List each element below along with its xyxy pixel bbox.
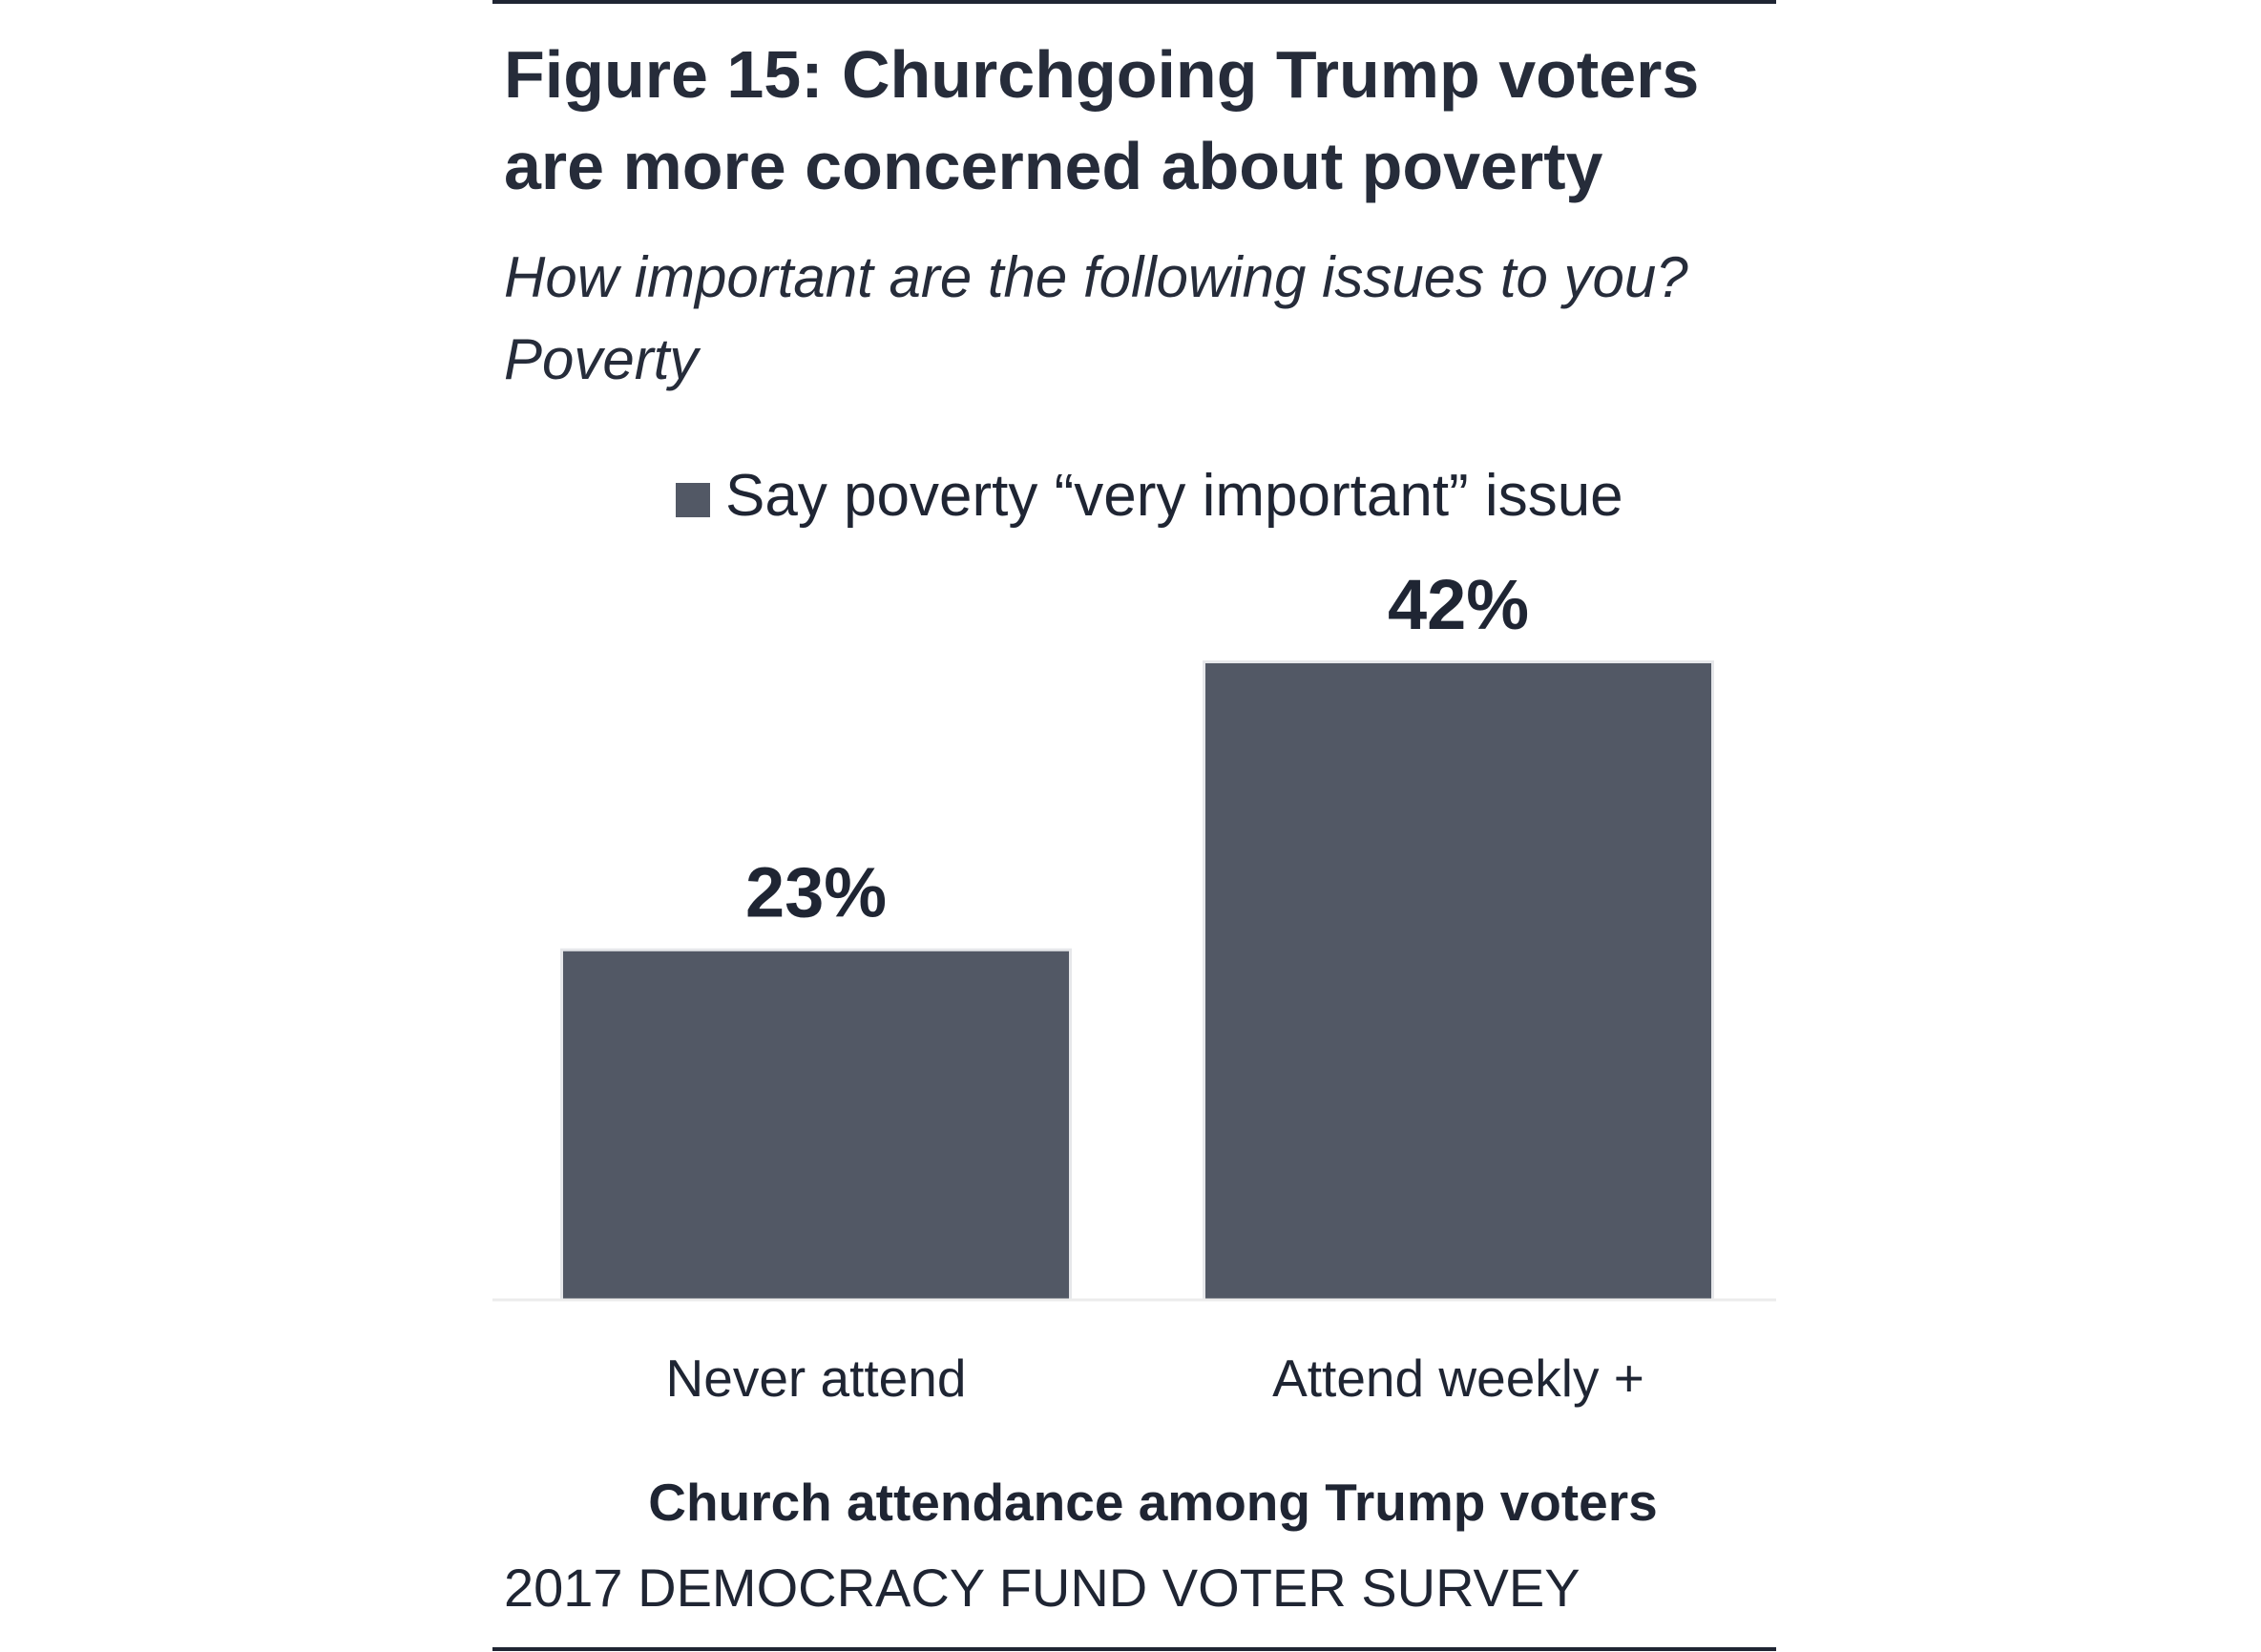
x-axis-title: Church attendance among Trump voters [648, 1473, 1657, 1532]
legend-swatch [676, 483, 710, 517]
x-tick-label: Attend weekly + [1272, 1349, 1644, 1408]
chart-legend: Say poverty “very important” issue [676, 463, 1623, 529]
bars-group: 23% 42% [560, 565, 1714, 1300]
legend-label: Say poverty “very important” issue [725, 463, 1623, 529]
bar-attend-weekly [1205, 663, 1711, 1300]
figure-title: Figure 15: Churchgoing Trump voters are … [504, 37, 1700, 203]
x-axis-tick-labels: Never attend Attend weekly + [666, 1349, 1644, 1408]
subtitle-question: How important are the following issues t… [504, 245, 1688, 309]
data-label: 23% [745, 853, 887, 932]
figure-subtitle: How important are the following issues t… [504, 237, 1773, 401]
top-rule [492, 0, 1776, 4]
data-label: 42% [1388, 565, 1529, 644]
source-note: 2017 DEMOCRACY FUND VOTER SURVEY [504, 1558, 1581, 1618]
subtitle-topic: Poverty [504, 327, 699, 391]
x-tick-label: Never attend [666, 1349, 967, 1408]
bar-never-attend [563, 951, 1069, 1300]
bottom-rule [492, 1647, 1776, 1651]
